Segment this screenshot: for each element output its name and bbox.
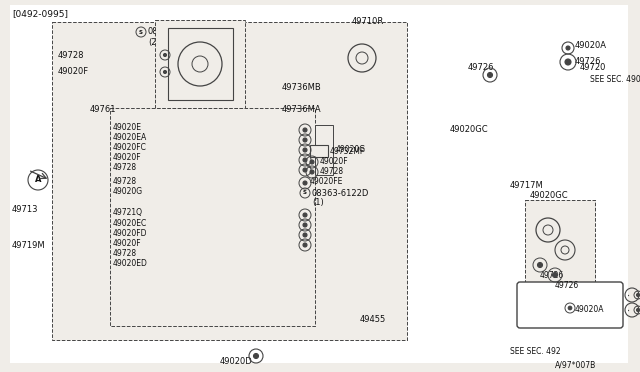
Circle shape — [303, 168, 307, 172]
Text: 49020A: 49020A — [575, 41, 607, 49]
Text: 49020G: 49020G — [336, 145, 366, 154]
Text: 49726: 49726 — [575, 58, 602, 67]
Text: 49455: 49455 — [360, 315, 387, 324]
Text: 49736MB: 49736MB — [282, 83, 322, 93]
Circle shape — [310, 160, 314, 164]
Bar — [155, 20, 245, 108]
Bar — [168, 28, 233, 100]
Circle shape — [637, 308, 639, 311]
Text: 49728: 49728 — [58, 51, 84, 60]
Text: SEE SEC. 490: SEE SEC. 490 — [590, 76, 640, 84]
Text: 49020E: 49020E — [113, 124, 142, 132]
Circle shape — [310, 170, 314, 174]
Text: 49020ED: 49020ED — [113, 259, 148, 267]
Text: 49728: 49728 — [320, 167, 344, 176]
Text: 08363-6255D: 08363-6255D — [148, 28, 205, 36]
Text: 49020D: 49020D — [220, 357, 253, 366]
Text: 49717M: 49717M — [510, 180, 544, 189]
Text: 49720: 49720 — [580, 64, 606, 73]
Text: 49020GC: 49020GC — [450, 125, 488, 135]
Text: (1): (1) — [312, 199, 324, 208]
Circle shape — [303, 128, 307, 132]
FancyBboxPatch shape — [517, 282, 623, 328]
Circle shape — [163, 71, 166, 74]
Circle shape — [303, 243, 307, 247]
Circle shape — [303, 233, 307, 237]
Text: 49020EA: 49020EA — [113, 134, 147, 142]
Text: 49726: 49726 — [468, 64, 495, 73]
Text: 49713: 49713 — [12, 205, 38, 215]
Text: 49020GC: 49020GC — [530, 190, 568, 199]
Text: 49020FD: 49020FD — [113, 228, 147, 237]
Text: S: S — [303, 190, 307, 196]
Text: 49721Q: 49721Q — [113, 208, 143, 218]
Circle shape — [303, 158, 307, 162]
Text: 49020EC: 49020EC — [113, 218, 147, 228]
Text: 08363-6122D: 08363-6122D — [312, 189, 369, 198]
Circle shape — [552, 273, 557, 278]
Bar — [110, 108, 315, 326]
Bar — [315, 125, 333, 175]
Text: 49726: 49726 — [540, 270, 564, 279]
Bar — [52, 22, 407, 340]
Circle shape — [303, 213, 307, 217]
Text: 49020F: 49020F — [113, 238, 141, 247]
Circle shape — [163, 54, 166, 57]
Circle shape — [565, 59, 571, 65]
Circle shape — [566, 46, 570, 50]
Text: 49726: 49726 — [555, 280, 579, 289]
Text: 49020G: 49020G — [113, 187, 143, 196]
Circle shape — [303, 138, 307, 142]
Text: 49728: 49728 — [113, 164, 137, 173]
Text: 49020F: 49020F — [58, 67, 89, 77]
Text: 49728: 49728 — [113, 176, 137, 186]
Text: 49719M: 49719M — [12, 241, 45, 250]
Text: 49728: 49728 — [113, 248, 137, 257]
Circle shape — [303, 181, 307, 185]
Text: SEE SEC. 492: SEE SEC. 492 — [510, 347, 561, 356]
Text: 49732MF: 49732MF — [330, 147, 365, 155]
Circle shape — [538, 263, 543, 267]
Text: A: A — [35, 176, 41, 185]
Text: 49020F: 49020F — [320, 157, 349, 167]
Circle shape — [303, 148, 307, 152]
Text: A/97*007B: A/97*007B — [555, 360, 596, 369]
Text: [0492-0995]: [0492-0995] — [12, 10, 68, 19]
Text: (2): (2) — [148, 38, 160, 46]
Text: 49736MA: 49736MA — [282, 106, 322, 115]
Text: 49020FE: 49020FE — [310, 177, 344, 186]
Bar — [525, 200, 595, 285]
Circle shape — [488, 73, 493, 77]
Circle shape — [303, 223, 307, 227]
Text: 49020A: 49020A — [575, 305, 605, 314]
Circle shape — [637, 294, 639, 296]
Bar — [310, 145, 328, 157]
Text: 49020FC: 49020FC — [113, 144, 147, 153]
Circle shape — [568, 306, 572, 310]
Text: 49761: 49761 — [90, 106, 116, 115]
Text: 49710R: 49710R — [352, 17, 384, 26]
Circle shape — [253, 353, 259, 359]
Text: 49020F: 49020F — [113, 154, 141, 163]
Text: S: S — [139, 29, 143, 35]
